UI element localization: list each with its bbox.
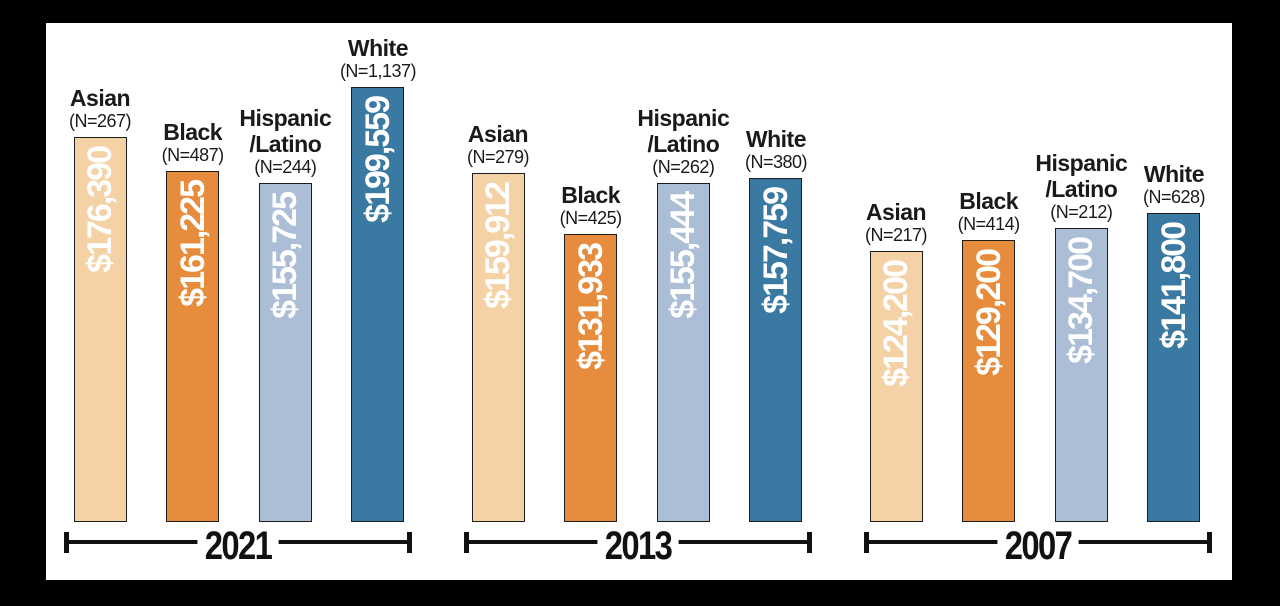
bar-column-2007-hispanic: Hispanic /Latino (N=212) $134,700 (1035, 23, 1128, 522)
bar-column-2013-asian: Asian (N=279) $159,912 (454, 23, 542, 522)
bar-column-2013-hispanic: Hispanic /Latino (N=262) $155,444 (637, 23, 730, 522)
sample-size-label: (N=267) (68, 111, 132, 131)
category-label: Black (959, 188, 1019, 214)
year-bracket-2021: 2021 (64, 525, 412, 567)
category-label: White (1143, 161, 1205, 187)
sample-size-label: (N=279) (466, 147, 530, 167)
sample-size-label: (N=487) (161, 145, 225, 165)
category-label: Black (561, 182, 621, 208)
category-label: Asian (467, 121, 529, 147)
sample-size-label: (N=1,137) (339, 61, 417, 81)
bar-2021-black: $161,225 (166, 171, 220, 522)
bar-value-label: $141,800 (1154, 223, 1193, 349)
category-label-line2: /Latino (1045, 176, 1118, 202)
category-label: Black (163, 119, 223, 145)
bar-column-2021-black: Black (N=487) $161,225 (149, 23, 237, 522)
sample-size-label: (N=262) (652, 157, 715, 177)
chart-panel: Asian (N=267) $176,390 Black (N=487) $16… (46, 23, 1232, 580)
year-bracket-2007: 2007 (864, 525, 1212, 567)
bar-label-block: Asian (N=279) (466, 121, 530, 167)
bar-label-block: Asian (N=267) (68, 85, 132, 131)
category-label: Hispanic (1035, 150, 1128, 176)
bar-label-block: White (N=1,137) (339, 35, 417, 81)
category-label: White (347, 35, 409, 61)
bar-column-2013-white: White (N=380) $157,759 (732, 23, 820, 522)
bracket-left-cap (464, 532, 469, 553)
year-group-2021: Asian (N=267) $176,390 Black (N=487) $16… (56, 23, 422, 522)
bar-label-block: Asian (N=217) (864, 199, 928, 245)
bar-column-2013-black: Black (N=425) $131,933 (547, 23, 635, 522)
category-label: White (745, 126, 807, 152)
sample-size-label: (N=244) (254, 157, 317, 177)
bar-label-block: White (N=380) (744, 126, 808, 172)
bar-column-2007-white: White (N=628) $141,800 (1130, 23, 1218, 522)
bar-2007-hispanic: $134,700 (1054, 228, 1108, 522)
bar-2007-asian: $124,200 (869, 251, 923, 522)
bar-value-label: $131,933 (571, 244, 610, 370)
bar-column-2007-black: Black (N=414) $129,200 (945, 23, 1033, 522)
year-bracket-2013: 2013 (464, 525, 812, 567)
category-label: Hispanic (239, 105, 332, 131)
bracket-left-cap (864, 532, 869, 553)
bracket-left-cap (64, 532, 69, 553)
bar-2007-white: $141,800 (1147, 213, 1201, 522)
bar-label-block: Hispanic /Latino (N=244) (239, 105, 331, 177)
bar-2021-hispanic: $155,725 (258, 183, 312, 522)
category-label-line2: /Latino (647, 131, 720, 157)
bar-value-label: $134,700 (1062, 238, 1101, 364)
bar-column-2007-asian: Asian (N=217) $124,200 (852, 23, 940, 522)
category-label: Asian (69, 85, 131, 111)
bar-2021-white: $199,559 (351, 87, 405, 522)
bar-value-label: $199,559 (358, 97, 397, 223)
bracket-right-cap (807, 532, 812, 553)
bar-value-label: $159,912 (479, 183, 517, 309)
bar-2013-white: $157,759 (749, 178, 803, 522)
bracket-right-cap (1207, 532, 1212, 553)
sample-size-label: (N=414) (957, 214, 1021, 234)
sample-size-label: (N=628) (1142, 187, 1206, 207)
sample-size-label: (N=380) (744, 152, 808, 172)
bar-label-block: Black (N=487) (161, 119, 225, 165)
sample-size-label: (N=212) (1050, 202, 1113, 222)
year-group-2007: Asian (N=217) $124,200 Black (N=414) $12… (852, 23, 1218, 522)
bracket-right-cap (407, 532, 412, 553)
bar-2013-black: $131,933 (564, 234, 618, 522)
year-label: 2021 (197, 525, 279, 567)
year-label: 2013 (597, 525, 679, 567)
bar-label-block: White (N=628) (1142, 161, 1206, 207)
bar-label-block: Black (N=414) (957, 188, 1021, 234)
year-group-2013: Asian (N=279) $159,912 Black (N=425) $13… (454, 23, 820, 522)
bar-value-label: $161,225 (173, 181, 212, 307)
category-label: Hispanic (637, 105, 730, 131)
bar-value-label: $155,725 (266, 193, 305, 319)
year-label: 2007 (997, 525, 1079, 567)
bar-2013-asian: $159,912 (471, 173, 525, 522)
bar-value-label: $155,444 (664, 193, 703, 319)
bar-label-block: Black (N=425) (559, 182, 623, 228)
bar-column-2021-white: White (N=1,137) $199,559 (334, 23, 422, 522)
category-label-line2: /Latino (249, 131, 322, 157)
bar-value-label: $129,200 (969, 250, 1008, 376)
sample-size-label: (N=217) (864, 225, 928, 245)
bar-value-label: $124,200 (877, 261, 915, 387)
bar-label-block: Hispanic /Latino (N=262) (637, 105, 729, 177)
bar-column-2021-hispanic: Hispanic /Latino (N=244) $155,725 (239, 23, 332, 522)
bar-label-block: Hispanic /Latino (N=212) (1035, 150, 1127, 222)
bar-value-label: $176,390 (81, 147, 119, 273)
bar-2007-black: $129,200 (962, 240, 1016, 522)
bar-2021-asian: $176,390 (73, 137, 127, 522)
bar-2013-hispanic: $155,444 (656, 183, 710, 522)
sample-size-label: (N=425) (559, 208, 623, 228)
bar-value-label: $157,759 (756, 188, 795, 314)
category-label: Asian (865, 199, 927, 225)
bar-column-2021-asian: Asian (N=267) $176,390 (56, 23, 144, 522)
